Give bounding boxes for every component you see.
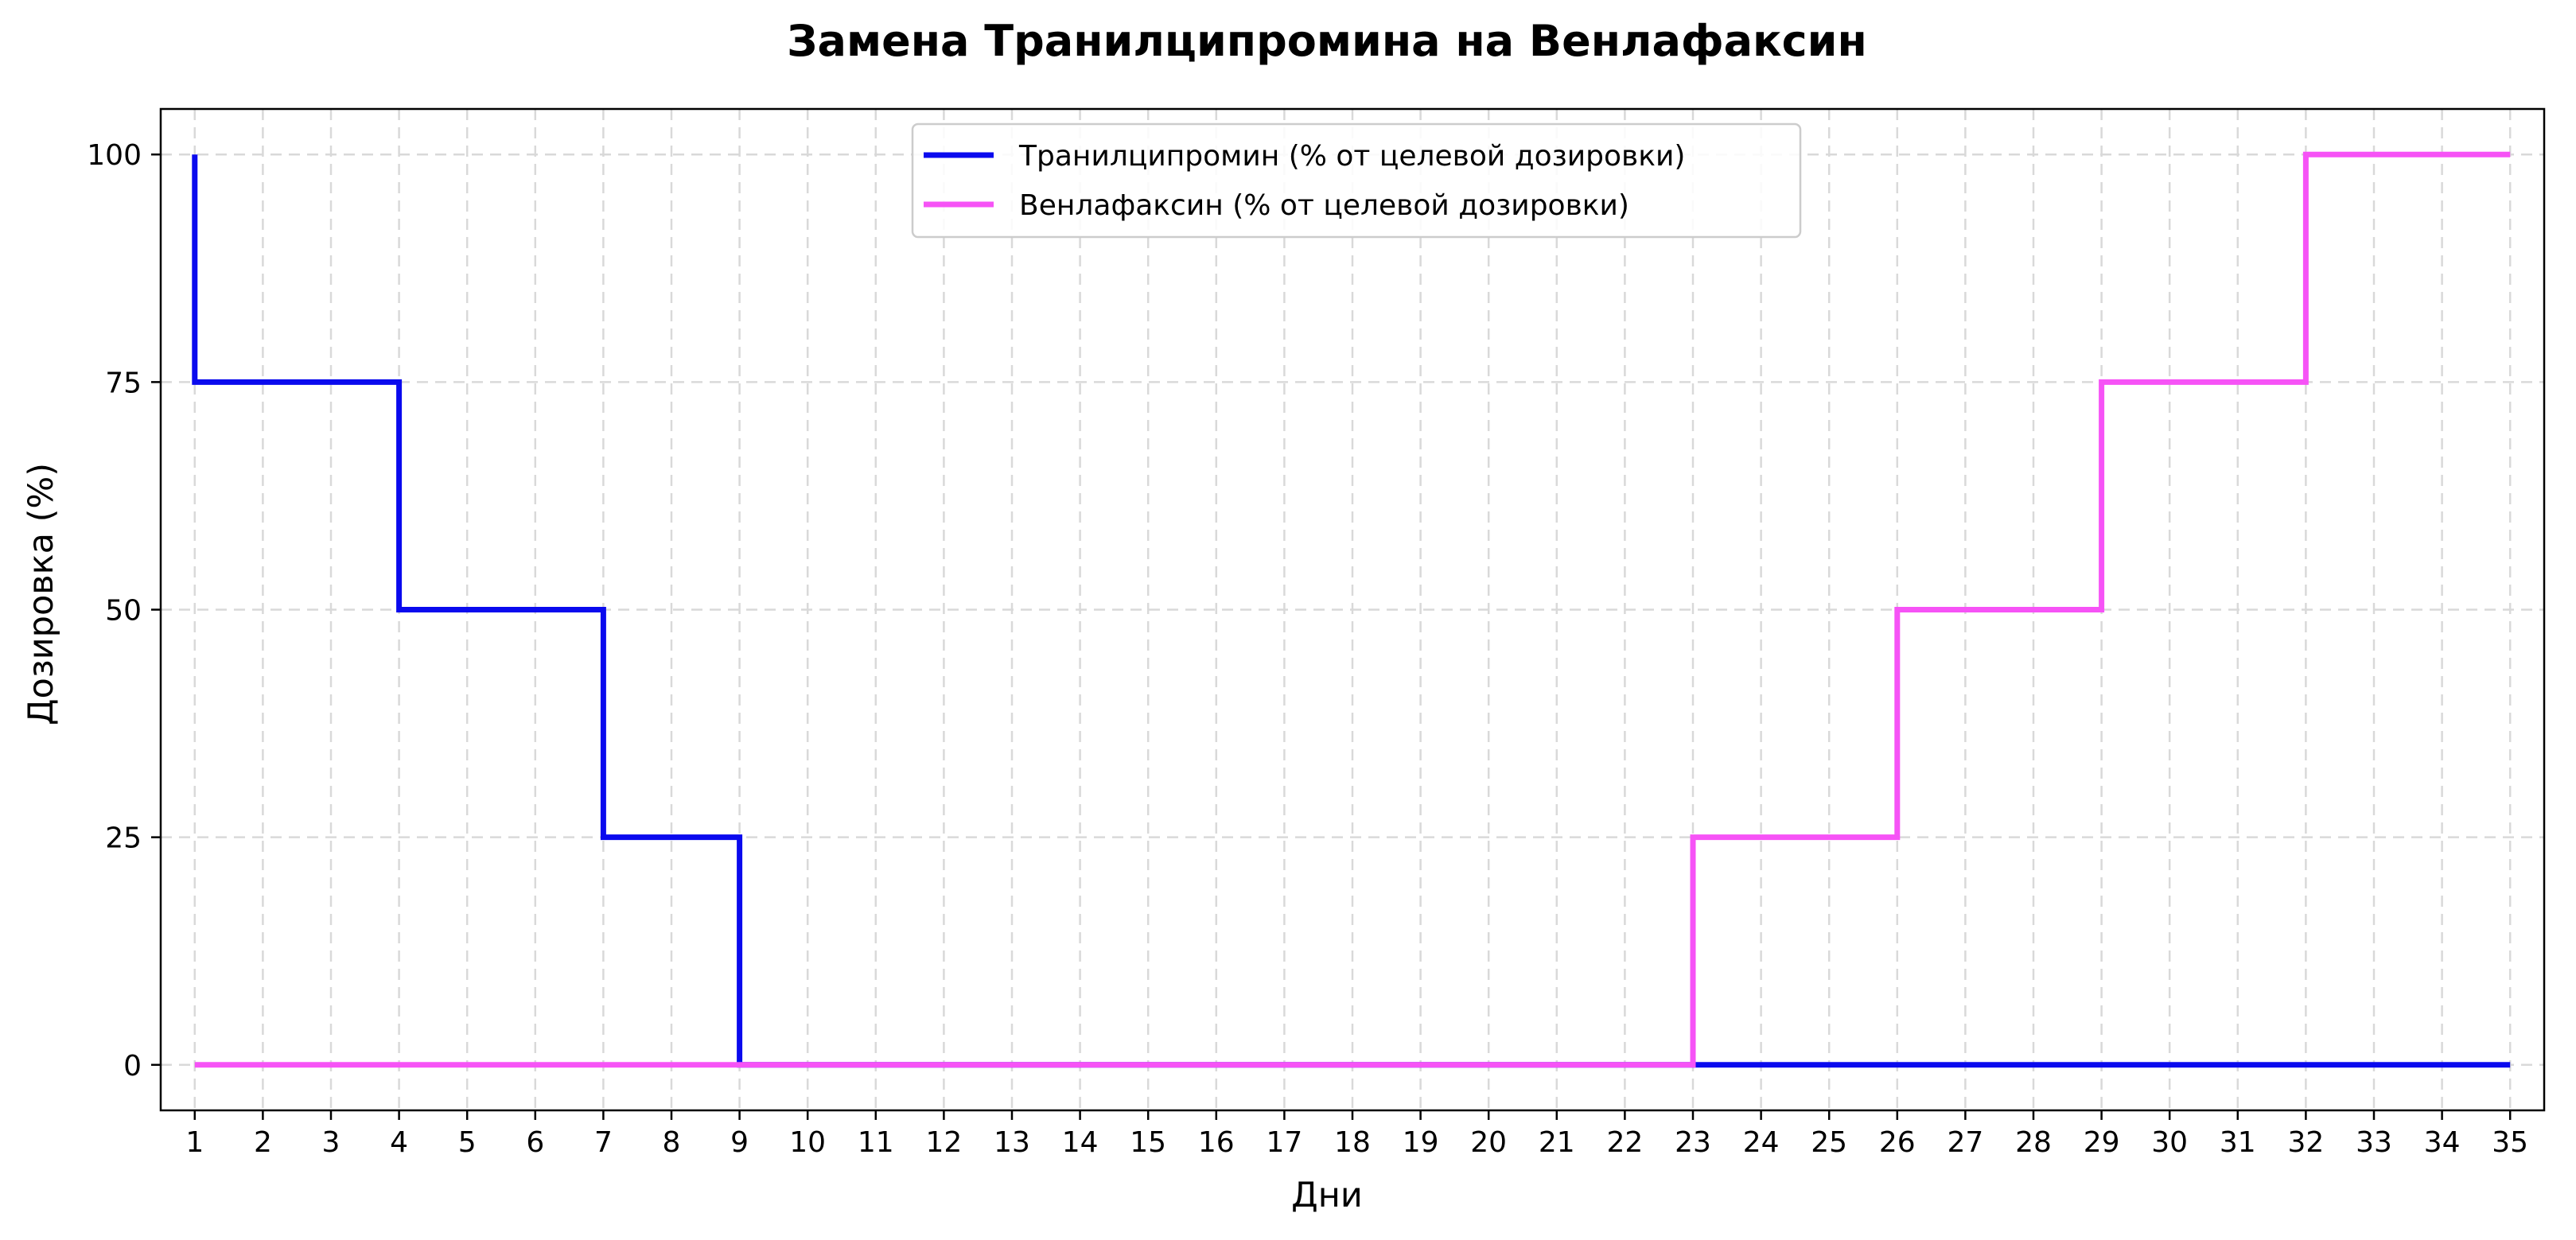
- x-tick-label: 32: [2287, 1126, 2324, 1159]
- chart-title: Замена Транилципромина на Венлафаксин: [787, 16, 1867, 66]
- x-tick-label: 3: [322, 1126, 340, 1159]
- x-tick-label: 29: [2084, 1126, 2120, 1159]
- x-tick-label: 24: [1743, 1126, 1780, 1159]
- x-axis-ticks: 1 2 3 4 5 6 7 8 9 10 11 12 13 14 15 16 17 18 19 20 21 22 23 24 2…: [185, 1110, 2528, 1159]
- x-tick-label: 11: [858, 1126, 894, 1159]
- x-tick-label: 20: [1470, 1126, 1507, 1159]
- x-tick-label: 15: [1130, 1126, 1166, 1159]
- x-tick-label: 26: [1879, 1126, 1916, 1159]
- y-axis-ticks: 0 25 50 75 100: [87, 139, 161, 1083]
- x-tick-label: 4: [390, 1126, 408, 1159]
- x-tick-label: 21: [1539, 1126, 1575, 1159]
- x-tick-label: 12: [925, 1126, 962, 1159]
- x-tick-label: 23: [1675, 1126, 1711, 1159]
- x-tick-label: 19: [1403, 1126, 1439, 1159]
- x-tick-label: 14: [1062, 1126, 1099, 1159]
- x-tick-label: 16: [1198, 1126, 1235, 1159]
- series-layer: [192, 151, 2511, 1068]
- x-tick-label: 18: [1334, 1126, 1371, 1159]
- x-tick-label: 22: [1606, 1126, 1643, 1159]
- y-tick-label: 100: [87, 139, 142, 172]
- x-tick-label: 8: [663, 1126, 681, 1159]
- y-tick-label: 75: [105, 367, 142, 399]
- x-tick-label: 2: [254, 1126, 272, 1159]
- x-tick-label: 30: [2151, 1126, 2188, 1159]
- x-tick-label: 17: [1266, 1126, 1302, 1159]
- y-tick-label: 25: [105, 822, 142, 855]
- x-tick-label: 27: [1947, 1126, 1983, 1159]
- x-tick-label: 13: [994, 1126, 1030, 1159]
- x-tick-label: 31: [2220, 1126, 2256, 1159]
- x-tick-label: 6: [526, 1126, 544, 1159]
- x-tick-label: 34: [2424, 1126, 2461, 1159]
- legend: Транилципромин (% от целевой дозировки) В…: [911, 122, 1802, 239]
- x-tick-label: 7: [594, 1126, 613, 1159]
- x-tick-label: 33: [2356, 1126, 2392, 1159]
- y-tick-label: 0: [123, 1050, 142, 1083]
- x-tick-label: 1: [185, 1126, 204, 1159]
- x-tick-label: 9: [730, 1126, 749, 1159]
- series-line-2: [194, 151, 2511, 1068]
- x-tick-label: 28: [2015, 1126, 2052, 1159]
- legend-box: [911, 122, 1802, 239]
- x-tick-label: 25: [1811, 1126, 1847, 1159]
- x-tick-label: 5: [458, 1126, 477, 1159]
- y-axis-label: Дозировка (%): [21, 463, 61, 725]
- series-line-1: [192, 154, 2511, 1068]
- x-tick-label: 10: [789, 1126, 826, 1159]
- legend-label-1: Транилципромин (% от целевой дозировки): [1018, 140, 1685, 173]
- legend-label-2: Венлафаксин (% от целевой дозировки): [1019, 189, 1629, 222]
- x-axis-label: Дни: [1291, 1176, 1363, 1215]
- y-tick-label: 50: [105, 595, 142, 628]
- x-tick-label: 35: [2492, 1126, 2528, 1159]
